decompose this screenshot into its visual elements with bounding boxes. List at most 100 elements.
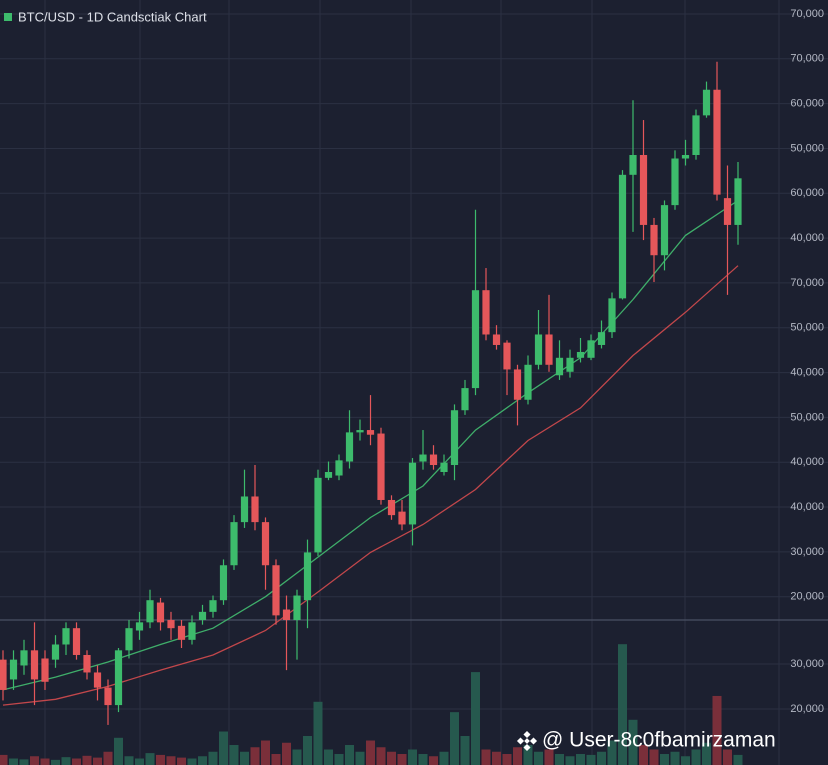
y-tick-label: 20,000 bbox=[790, 591, 824, 603]
y-tick-label: 30,000 bbox=[790, 546, 824, 558]
volume-bar bbox=[576, 754, 585, 765]
volume-bar bbox=[240, 751, 249, 765]
volume-bar bbox=[355, 751, 365, 765]
volume-bar bbox=[723, 749, 732, 765]
volume-bar bbox=[397, 754, 407, 765]
volume-bar bbox=[649, 749, 659, 765]
vertical-grid bbox=[44, 0, 780, 765]
y-tick-label: 40,000 bbox=[790, 456, 824, 468]
candle-body bbox=[723, 198, 732, 225]
volume-bar bbox=[586, 754, 596, 765]
candle-body bbox=[314, 477, 322, 553]
volume-bar bbox=[450, 712, 459, 765]
volume-bar bbox=[177, 757, 186, 765]
volume-bar bbox=[219, 731, 228, 765]
volume-bar bbox=[502, 754, 512, 765]
volume-bar bbox=[9, 758, 18, 765]
candle-body bbox=[83, 654, 91, 673]
candle-body bbox=[398, 511, 406, 525]
volume-pane bbox=[0, 644, 743, 765]
candle-body bbox=[62, 628, 70, 645]
volume-bar bbox=[481, 749, 491, 765]
volume-bar bbox=[61, 757, 71, 765]
candle-body bbox=[408, 462, 417, 525]
volume-bar bbox=[618, 644, 627, 765]
candle-body bbox=[650, 224, 658, 256]
candle-body bbox=[156, 602, 165, 623]
volume-bar bbox=[366, 740, 375, 765]
volume-bar bbox=[19, 759, 29, 765]
title-marker bbox=[4, 13, 12, 21]
volume-bar bbox=[198, 756, 207, 765]
volume-bar bbox=[334, 754, 344, 765]
y-tick-label: 70,000 bbox=[790, 53, 824, 65]
candle-body bbox=[167, 620, 175, 629]
volume-bar bbox=[523, 745, 533, 765]
volume-bar bbox=[345, 745, 354, 765]
volume-bar bbox=[639, 745, 648, 765]
candle-body bbox=[282, 609, 291, 621]
candle-body bbox=[429, 454, 438, 466]
candle-body bbox=[230, 522, 238, 566]
volume-bar bbox=[145, 753, 155, 765]
moving-average-line bbox=[2, 265, 739, 706]
candle-body bbox=[713, 89, 721, 195]
candle-body bbox=[251, 496, 259, 523]
volume-bar bbox=[93, 757, 102, 765]
volume-bar bbox=[292, 749, 302, 765]
candle-body bbox=[366, 430, 375, 435]
volume-bar bbox=[492, 751, 501, 765]
volume-bar bbox=[555, 754, 564, 765]
volume-bar bbox=[471, 672, 480, 765]
candle-body bbox=[587, 340, 595, 358]
volume-bar bbox=[103, 751, 113, 765]
candle-body bbox=[566, 357, 574, 372]
candle-body bbox=[482, 290, 490, 335]
candle-body bbox=[471, 290, 480, 389]
candles bbox=[0, 61, 742, 725]
candle-body bbox=[450, 410, 459, 466]
candle-body bbox=[272, 565, 280, 616]
volume-bar bbox=[261, 740, 270, 765]
candle-body bbox=[440, 462, 448, 473]
volume-bar bbox=[607, 740, 617, 765]
candle-body bbox=[261, 522, 270, 566]
candle-body bbox=[188, 622, 196, 640]
volume-bar bbox=[513, 747, 522, 765]
candle-body bbox=[324, 472, 333, 478]
volume-bar bbox=[702, 742, 711, 765]
volume-bar bbox=[135, 758, 144, 765]
volume-bar bbox=[208, 751, 218, 765]
volume-bar bbox=[156, 754, 165, 765]
candle-body bbox=[125, 628, 133, 651]
candle-body bbox=[135, 622, 144, 631]
candle-body bbox=[177, 625, 186, 640]
volume-bar bbox=[313, 701, 323, 765]
watermark-icon bbox=[516, 730, 538, 752]
candle-body bbox=[240, 496, 249, 523]
candle-body bbox=[30, 650, 39, 680]
candle-body bbox=[9, 659, 18, 680]
candle-body bbox=[534, 334, 543, 365]
volume-bar bbox=[439, 751, 449, 765]
volume-bar bbox=[166, 756, 176, 765]
candle-body bbox=[660, 205, 669, 256]
candle-body bbox=[618, 174, 627, 299]
volume-tick-label: 30,000 bbox=[790, 658, 824, 670]
candle-body bbox=[692, 115, 700, 156]
volume-bar bbox=[0, 754, 8, 765]
volume-tick-label: 20,000 bbox=[790, 703, 824, 715]
volume-bar bbox=[40, 758, 50, 765]
candle-body bbox=[303, 552, 312, 601]
candle-body bbox=[608, 298, 616, 333]
candle-body bbox=[219, 565, 228, 601]
candle-body bbox=[387, 499, 396, 516]
volume-bar bbox=[660, 754, 669, 765]
volume-bar bbox=[114, 737, 123, 765]
candle-body bbox=[576, 351, 585, 358]
candle-body bbox=[104, 687, 112, 706]
volume-bar bbox=[712, 695, 722, 765]
volume-bar bbox=[250, 747, 260, 765]
